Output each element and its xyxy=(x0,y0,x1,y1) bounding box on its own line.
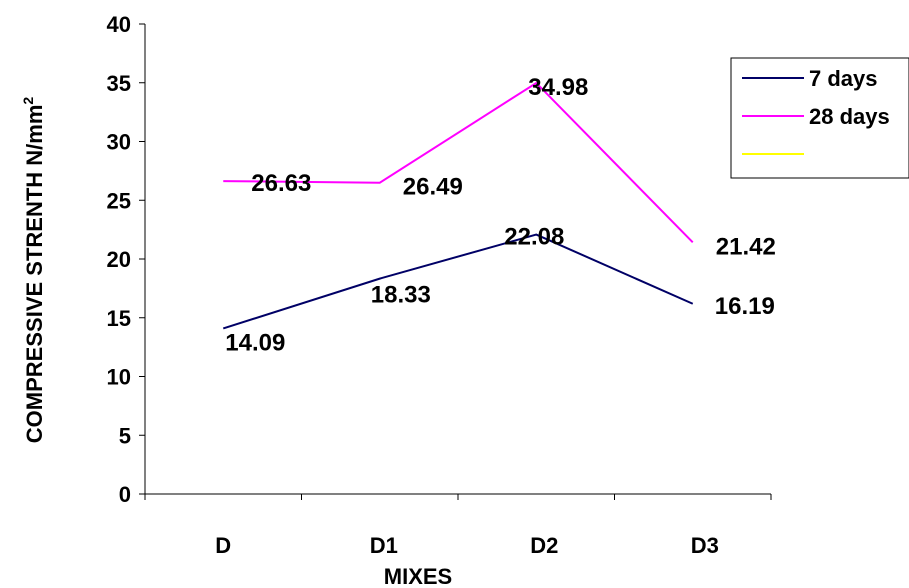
data-label: 26.63 xyxy=(251,170,311,197)
data-label: 16.19 xyxy=(715,293,775,320)
x-tick-label: D1 xyxy=(370,533,398,558)
y-axis-title: COMPRESSIVE STRENTH N/mm2 xyxy=(20,97,47,444)
y-tick-label: 40 xyxy=(107,12,131,37)
y-axis-title-superscript: 2 xyxy=(20,97,36,105)
y-tick-label: 0 xyxy=(119,482,131,507)
data-label: 18.33 xyxy=(371,282,431,309)
y-tick-label: 5 xyxy=(119,423,131,448)
y-tick-label: 10 xyxy=(107,365,131,390)
data-label: 26.49 xyxy=(403,174,463,201)
x-axis-title: MIXES xyxy=(384,564,452,588)
y-axis-title-main: COMPRESSIVE STRENTH N/mm xyxy=(22,105,47,444)
data-label: 22.08 xyxy=(504,224,564,251)
data-labels: 14.09 18.33 22.08 16.19 26.63 26.49 34.98 21.42 xyxy=(225,74,776,356)
y-tick-label: 15 xyxy=(107,306,131,331)
axes xyxy=(144,24,771,495)
data-label: 34.98 xyxy=(528,74,588,101)
x-tick-label: D xyxy=(215,533,231,558)
legend-label: 7 days xyxy=(809,66,878,91)
legend: 7 days 28 days xyxy=(730,57,909,179)
y-ticks: 0 5 10 15 20 25 30 35 40 xyxy=(107,12,145,507)
y-tick-label: 25 xyxy=(107,188,131,213)
x-ticks: D D1 D2 D3 xyxy=(144,494,772,558)
series-line-0 xyxy=(222,233,694,330)
data-label: 21.42 xyxy=(716,233,776,260)
y-tick-label: 20 xyxy=(107,247,131,272)
series-lines xyxy=(222,81,694,330)
y-tick-label: 35 xyxy=(107,71,131,96)
data-label: 14.09 xyxy=(225,329,285,356)
series-line-1 xyxy=(223,81,694,244)
legend-label: 28 days xyxy=(809,104,890,129)
x-tick-label: D2 xyxy=(530,533,558,558)
y-tick-label: 30 xyxy=(107,130,131,155)
x-tick-label: D3 xyxy=(691,533,719,558)
